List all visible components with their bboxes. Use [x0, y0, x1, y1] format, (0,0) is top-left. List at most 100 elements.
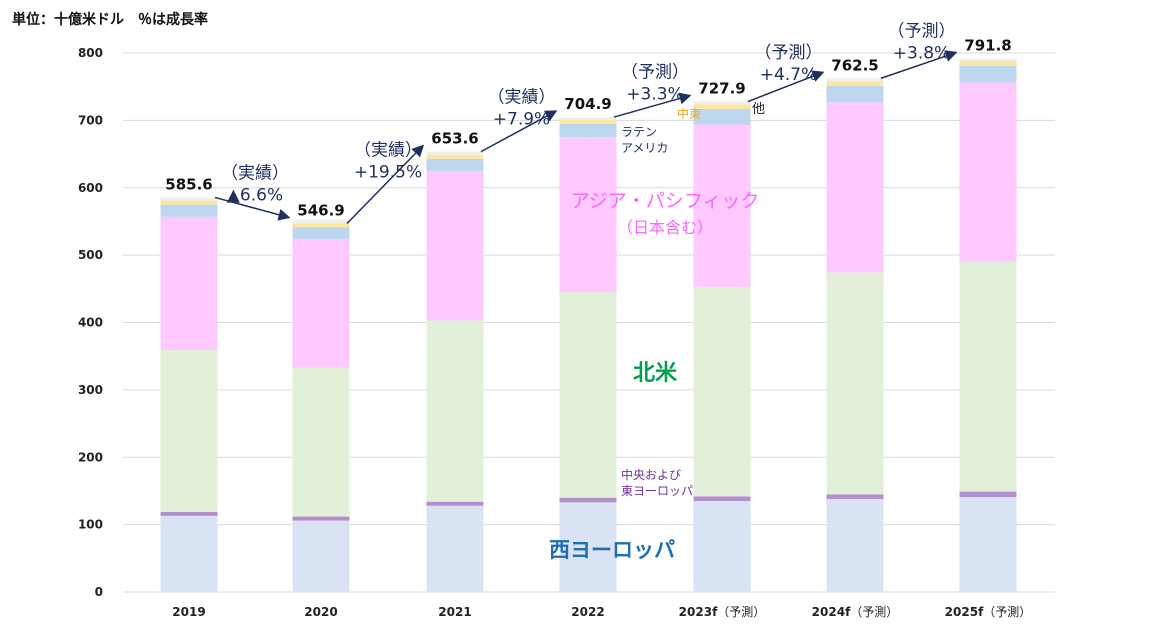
- bar-segment: [160, 515, 218, 592]
- bar-segment: [826, 78, 884, 82]
- annotation-cee-2: 東ヨーロッパ: [621, 484, 693, 498]
- bar-segment: [693, 101, 751, 105]
- bar-segment: [959, 261, 1017, 492]
- total-label: 653.6: [431, 130, 478, 148]
- growth-kind-label: （予測）: [888, 21, 956, 41]
- bar-segment: [426, 154, 484, 159]
- bar-segment: [693, 501, 751, 592]
- growth-arrow: [214, 196, 291, 221]
- annotation-north-america: 北米: [633, 361, 678, 386]
- bar-segment: [826, 81, 884, 87]
- x-tick-label: 2023f（予測）: [679, 605, 766, 619]
- bar-segment: [693, 286, 751, 497]
- annotation-latin-america-1: ラテン: [621, 125, 657, 139]
- total-label: 585.6: [165, 175, 212, 193]
- x-tick-label: 2025f（予測）: [945, 605, 1032, 619]
- y-tick-label: 100: [78, 518, 103, 532]
- growth-rate-label: +7.9%: [493, 109, 550, 129]
- growth-kind-label: （実績）: [221, 163, 289, 183]
- bar-segment: [959, 65, 1017, 83]
- growth-kind-label: （実績）: [488, 87, 556, 107]
- growth-arrow: [880, 50, 958, 79]
- annotation-middle-east: 中東: [677, 106, 701, 121]
- x-tick-label: 2021: [438, 605, 471, 619]
- bar-segment: [693, 124, 751, 287]
- bar-segment: [426, 505, 484, 592]
- bar-segment: [160, 350, 218, 512]
- y-tick-label: 800: [78, 46, 103, 60]
- bar-segment: [826, 102, 884, 273]
- bar-segment: [693, 496, 751, 502]
- bar-segment: [160, 216, 218, 351]
- bar-segment: [426, 151, 484, 155]
- growth-arrow: [613, 92, 692, 118]
- x-tick-label: 2024f（予測）: [812, 605, 899, 619]
- y-tick-label: 200: [78, 450, 103, 464]
- annotation-cee-1: 中央および: [621, 467, 681, 482]
- annotation-other: 他: [752, 102, 765, 117]
- bar-segment: [959, 497, 1017, 592]
- x-tick-label: 2022: [571, 605, 604, 619]
- total-label: 791.8: [964, 37, 1011, 55]
- bar-segment: [826, 494, 884, 500]
- bar-segment: [160, 197, 218, 201]
- bar-segment: [292, 520, 350, 592]
- y-axis-ticks: 0 100 200 300 400 500 600 700 800: [78, 46, 103, 599]
- bar-segment: [292, 516, 350, 521]
- x-tick-label: 2019: [172, 605, 205, 619]
- growth-arrow: [346, 144, 425, 225]
- y-tick-label: 400: [78, 316, 103, 330]
- growth-rate-label: +19.5%: [354, 163, 422, 183]
- growth-arrow: [480, 110, 558, 153]
- bar-segment: [426, 320, 484, 502]
- total-label: 704.9: [564, 95, 611, 113]
- bar-segment: [559, 123, 617, 138]
- y-tick-label: 300: [78, 383, 103, 397]
- bar-segment: [959, 61, 1017, 66]
- annotation-apac-1: アジア・パシフィック: [571, 190, 760, 212]
- bar-segment: [426, 170, 484, 321]
- annotation-latin-america-2: アメリカ: [621, 141, 668, 155]
- bar-segment: [826, 499, 884, 592]
- bar-segment: [559, 497, 617, 503]
- growth-kind-label: （予測）: [755, 43, 823, 63]
- y-tick-label: 700: [78, 113, 103, 127]
- region-annotations: ラテン アメリカ アジア・パシフィック （日本含む） 北米 中央および 東ヨーロ…: [549, 102, 765, 562]
- x-tick-label: 2020: [304, 605, 337, 619]
- total-label: 727.9: [698, 80, 745, 98]
- bars: [160, 58, 1017, 592]
- growth-arrows: [214, 50, 958, 225]
- bar-segment: [292, 227, 350, 239]
- bar-segment: [959, 491, 1017, 498]
- bar-segment: [693, 104, 751, 109]
- growth-kind-label: （実績）: [354, 141, 422, 161]
- bar-segment: [292, 223, 350, 228]
- growth-rate-label: ▲6.6%: [227, 185, 283, 205]
- annotation-western-europe: 西ヨーロッパ: [549, 538, 675, 562]
- growth-kind-label: （予測）: [621, 62, 689, 82]
- growth-rate-label: +3.8%: [893, 43, 950, 63]
- bar-segment: [160, 511, 218, 516]
- bar-segment: [559, 502, 617, 592]
- total-labels: 585.6 546.9 653.6 704.9 727.9 762.5 791.8: [165, 37, 1011, 220]
- bar-segment: [826, 86, 884, 103]
- total-label: 546.9: [297, 202, 344, 220]
- growth-rate-label: +3.3%: [626, 84, 683, 104]
- bar-segment: [160, 204, 218, 217]
- x-axis-labels: 2019 2020 2021 2022 2023f（予測） 2024f（予測） 2025f（…: [172, 605, 1031, 619]
- bar-segment: [292, 367, 350, 517]
- bar-segment: [426, 501, 484, 506]
- y-tick-label: 0: [95, 585, 103, 599]
- bar-segment: [160, 200, 218, 205]
- bar-segment: [292, 238, 350, 368]
- growth-labels: （実績）▲6.6%（実績）+19.5%（実績）+7.9%（予測）+3.3%（予測…: [221, 21, 956, 205]
- bar-segment: [426, 158, 484, 171]
- bar-segment: [959, 82, 1017, 262]
- bar-segment: [559, 119, 617, 124]
- y-tick-label: 500: [78, 248, 103, 262]
- bar-segment: [693, 108, 751, 125]
- bar-segment: [559, 137, 617, 293]
- growth-rate-label: +4.7%: [760, 65, 817, 85]
- total-label: 762.5: [831, 56, 878, 74]
- annotation-apac-2: （日本含む）: [617, 218, 713, 237]
